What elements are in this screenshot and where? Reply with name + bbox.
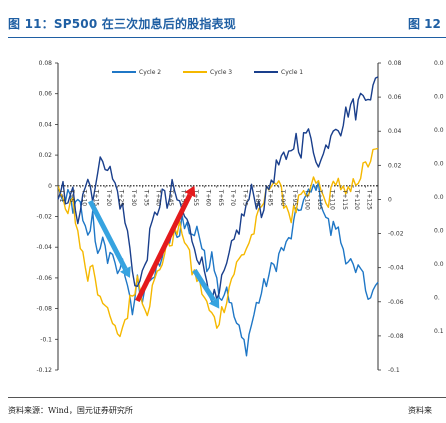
y-right-tick-label: 0.02: [388, 162, 402, 169]
annotation-arrow-shaft: [192, 268, 216, 302]
y-right-tick-label: 0.06: [388, 94, 402, 101]
x-tick-label: T+85: [266, 189, 273, 207]
x-tick-label: T+95: [291, 189, 298, 207]
y-left-tick-label: -0.02: [36, 214, 52, 221]
y-left-tick-label: -0.12: [36, 367, 52, 374]
y-left-tick-label: 0.08: [39, 60, 53, 67]
x-tick-label: T+120: [353, 189, 360, 210]
right-panel-tick-label: 0.0: [434, 228, 444, 235]
series-line-cycle-1: [57, 76, 379, 303]
title-rule: [8, 37, 446, 38]
y-left-tick-label: -0.1: [40, 336, 52, 343]
x-tick-label: T+105: [316, 189, 323, 210]
right-panel-tick-label: 0.0: [434, 261, 444, 268]
x-tick-label: T+15: [93, 189, 100, 207]
right-panel-tick-label: 0.0: [434, 127, 444, 134]
legend: Cycle 2 Cycle 3 Cycle 1: [112, 69, 303, 76]
legend-label: Cycle 1: [281, 69, 303, 76]
y-left-tick-label: 0: [48, 183, 52, 190]
y-left-tick-label: 0.04: [39, 121, 53, 128]
x-tick-label: T+40: [155, 189, 162, 207]
series-line-cycle-3: [57, 147, 379, 338]
y-axis-right: 0.08 0.06 0.04 0.02 0 -0.02 -0.04 -0.06 -0.08 -0.…: [377, 60, 404, 374]
x-tick-label: T+1: [58, 189, 65, 203]
x-tick-label: T+25: [118, 189, 125, 207]
x-tick-label: T+10: [80, 189, 87, 207]
x-tick-label: T+110: [328, 189, 335, 210]
y-right-tick-label: 0.04: [388, 128, 402, 135]
legend-label: Cycle 3: [210, 69, 232, 76]
x-tick-label: T+75: [242, 189, 249, 207]
source-rule: [8, 397, 446, 398]
x-tick-label: T+35: [142, 189, 149, 207]
figure-title: 图 11：SP500 在三次加息后的股指表现: [8, 17, 236, 31]
x-tick-label: T+125: [366, 189, 373, 210]
x-tick-label: T+100: [304, 189, 311, 210]
x-tick-label: T+50: [180, 189, 187, 207]
right-panel-tick-label: 0.: [434, 295, 440, 302]
x-tick-label: T+90: [279, 189, 286, 207]
y-right-tick-label: -0.1: [388, 367, 400, 374]
right-panel-tick-label: 0.0: [434, 94, 444, 101]
x-tick-label: T+55: [192, 189, 199, 207]
annotation-arrows: [88, 185, 220, 309]
x-tick-label: T+70: [229, 189, 236, 207]
annotation-arrow-head: [184, 185, 196, 198]
y-right-tick-label: -0.08: [388, 333, 404, 340]
chart: 0.08 0.06 0.04 0.02 0 -0.02 -0.04 -0.06 -0.08 -0.…: [36, 60, 444, 374]
series-layer: [57, 76, 379, 357]
right-panel-tick-label: 0.1: [434, 328, 444, 335]
x-tick-label: T+20: [105, 189, 112, 207]
y-left-tick-label: -0.06: [36, 275, 52, 282]
y-right-tick-label: 0: [388, 196, 392, 203]
y-left-tick-label: -0.04: [36, 244, 52, 251]
next-figure-title-fragment: 图 12: [408, 17, 441, 31]
y-right-tick-label: 0.08: [388, 60, 402, 67]
series-line-cycle-2: [57, 181, 379, 357]
legend-label: Cycle 2: [139, 69, 161, 76]
y-left-tick-label: 0.02: [39, 152, 53, 159]
right-panel-tick-label: 0.0: [434, 161, 444, 168]
annotation-arrow-shaft: [135, 193, 193, 303]
x-tick-label: T+60: [204, 189, 211, 207]
next-source-fragment: 资料来: [408, 406, 432, 415]
x-tick-label: T+5: [68, 189, 75, 203]
annotation-arrow-head: [120, 266, 131, 278]
x-tick-label: T+115: [341, 189, 348, 210]
y-left-tick-label: -0.08: [36, 306, 52, 313]
x-tick-label: T+45: [167, 189, 174, 207]
y-right-tick-label: -0.06: [388, 299, 404, 306]
annotation-arrow-shaft: [88, 200, 128, 271]
x-tick-label: T+30: [130, 189, 137, 207]
source-note: 资料来源：Wind，国元证券研究所: [8, 406, 133, 415]
annotation-arrow-head: [208, 296, 220, 309]
x-tick-label: T+65: [217, 189, 224, 207]
right-panel-tick-label: 0.0: [434, 60, 444, 67]
right-panel-fragment: 0.0 0.0 0.0 0.0 0.0 0.0 0.0 0. 0.1: [434, 60, 444, 335]
y-right-tick-label: -0.04: [388, 265, 404, 272]
y-right-tick-label: -0.02: [388, 231, 404, 238]
x-tick-label: T+80: [254, 189, 261, 207]
x-axis: T+1 T+5 T+10 T+15 T+20 T+25 T+30 T+35 T+40 T+45 T+…: [57, 185, 373, 210]
y-left-tick-label: 0.06: [39, 91, 53, 98]
right-panel-tick-label: 0.0: [434, 194, 444, 201]
y-axis-left: 0.08 0.06 0.04 0.02 0 -0.02 -0.04 -0.06 -0.08 -0.…: [36, 60, 59, 374]
